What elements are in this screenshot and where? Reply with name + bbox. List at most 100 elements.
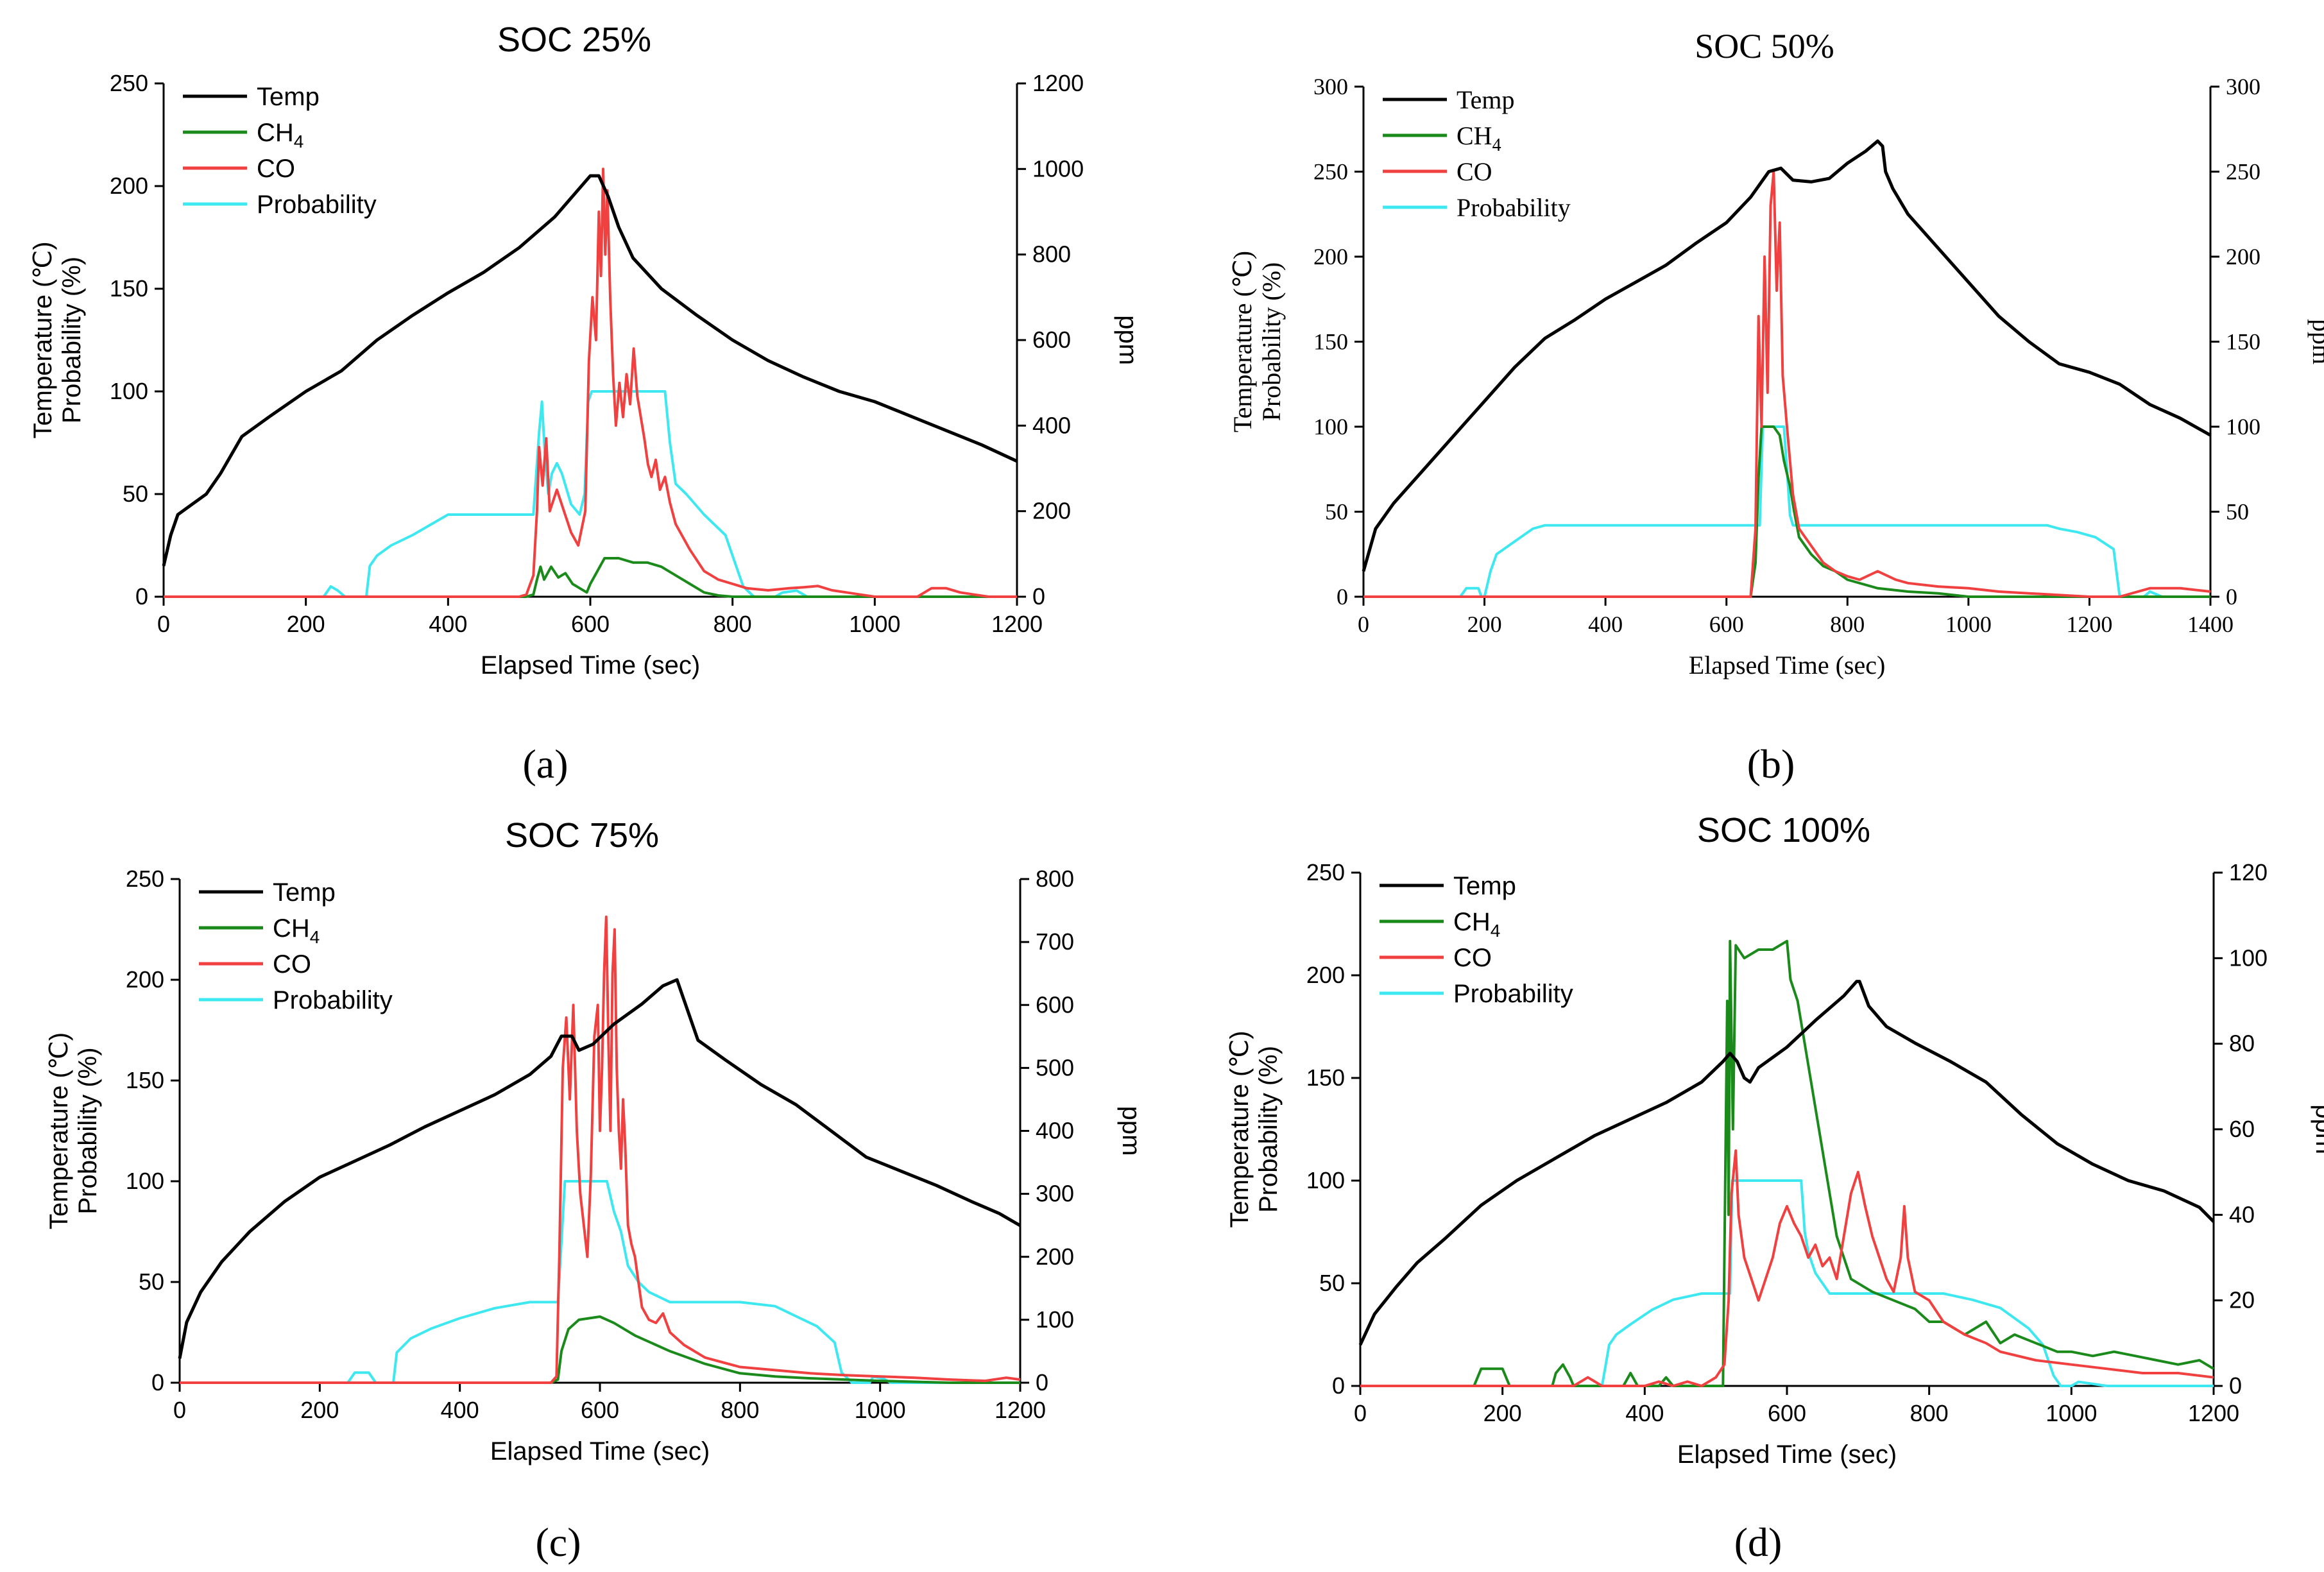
panel-label-d: (d) bbox=[1734, 1519, 1782, 1565]
y-left-axis-label-temperature: Temperature (℃) bbox=[1228, 251, 1257, 432]
legend-label-co: CO bbox=[1453, 944, 1492, 972]
series-line-probability bbox=[164, 390, 1017, 598]
y-right-axis-label: ppm bbox=[1117, 1106, 1145, 1156]
series-line-co bbox=[1360, 1149, 2214, 1387]
y-right-tick-label: 50 bbox=[2226, 499, 2249, 525]
y-left-tick-label: 250 bbox=[1306, 859, 1345, 885]
y-left-axis-label-probability: Probability (%) bbox=[58, 257, 86, 423]
x-tick-label: 1200 bbox=[2188, 1400, 2239, 1426]
chart-title: SOC 25% bbox=[497, 21, 651, 59]
y-right-tick-label: 1000 bbox=[1032, 155, 1084, 182]
y-left-axis-label-temperature: Temperature (℃) bbox=[1226, 1030, 1254, 1227]
y-right-tick-label: 700 bbox=[1036, 928, 1074, 955]
panel-a-caption: (a) bbox=[522, 741, 568, 787]
panel-b-caption: (b) bbox=[1747, 741, 1795, 787]
y-left-tick-label: 150 bbox=[110, 275, 148, 302]
panel-label-c: (c) bbox=[535, 1519, 581, 1565]
x-tick-label: 0 bbox=[1354, 1400, 1367, 1426]
series-line-probability bbox=[180, 1180, 1020, 1384]
chart-title: SOC 75% bbox=[505, 816, 659, 855]
x-axis-label: Elapsed Time (sec) bbox=[1689, 651, 1886, 679]
y-left-tick-label: 0 bbox=[1332, 1372, 1345, 1399]
legend-label-co: CO bbox=[257, 155, 295, 183]
y-left-axis-label-probability: Probability (%) bbox=[1254, 1046, 1283, 1213]
x-tick-label: 1000 bbox=[2046, 1400, 2097, 1426]
x-tick-label: 1200 bbox=[991, 611, 1043, 637]
x-tick-label: 600 bbox=[1768, 1400, 1806, 1426]
x-tick-label: 200 bbox=[287, 611, 325, 637]
y-right-tick-label: 200 bbox=[1036, 1243, 1074, 1270]
x-tick-label: 1000 bbox=[855, 1397, 906, 1423]
series-line-co bbox=[1363, 170, 2211, 598]
y-right-tick-label: 500 bbox=[1036, 1054, 1074, 1081]
legend-label-probability: Probability bbox=[1457, 193, 1571, 222]
series-line-co bbox=[180, 915, 1021, 1384]
y-right-tick-label: 150 bbox=[2226, 329, 2260, 355]
x-tick-label: 200 bbox=[300, 1397, 339, 1423]
x-tick-label: 1000 bbox=[849, 611, 900, 637]
y-left-tick-label: 200 bbox=[110, 173, 148, 199]
x-tick-label: 600 bbox=[1709, 611, 1744, 637]
legend-label-temp: Temp bbox=[273, 878, 336, 907]
y-left-axis-label-probability: Probability (%) bbox=[1257, 262, 1286, 422]
x-tick-label: 0 bbox=[173, 1397, 186, 1423]
chart-d: SOC 100%0 200 400 600 800 1000 120005010015020… bbox=[1226, 811, 2324, 1469]
y-right-axis-label: ppm bbox=[2311, 1104, 2324, 1154]
y-right-axis-label: ppm bbox=[1114, 315, 1142, 365]
legend-label-ch4: CH4 bbox=[273, 914, 320, 947]
legend-label-ch4: CH4 bbox=[1453, 908, 1500, 941]
legend-label-probability: Probability bbox=[257, 191, 377, 219]
y-right-tick-label: 200 bbox=[1032, 498, 1071, 524]
y-right-tick-label: 400 bbox=[1036, 1118, 1074, 1144]
y-left-tick-label: 0 bbox=[1337, 584, 1348, 610]
y-left-tick-label: 50 bbox=[139, 1269, 164, 1295]
y-right-tick-label: 100 bbox=[1036, 1306, 1074, 1333]
series-line-probability bbox=[1360, 1179, 2214, 1387]
y-left-tick-label: 50 bbox=[1319, 1270, 1345, 1296]
chart-a: SOC 25%0 200 400 600 800 1000 1200050100150200… bbox=[29, 21, 1142, 679]
x-tick-label: 600 bbox=[581, 1397, 619, 1423]
y-right-tick-label: 600 bbox=[1036, 991, 1074, 1018]
chart-title: SOC 50% bbox=[1695, 27, 1834, 65]
series-line-temp bbox=[178, 978, 1021, 1359]
y-left-tick-label: 250 bbox=[1313, 159, 1348, 185]
y-left-tick-label: 50 bbox=[123, 481, 148, 507]
y-left-tick-label: 150 bbox=[126, 1067, 164, 1093]
legend-label-ch4: CH4 bbox=[1457, 121, 1501, 155]
y-left-tick-label: 0 bbox=[135, 583, 148, 610]
legend-label-probability: Probability bbox=[273, 986, 393, 1014]
y-left-tick-label: 250 bbox=[126, 866, 164, 892]
y-right-tick-label: 100 bbox=[2226, 414, 2260, 440]
series-line-temp bbox=[1358, 980, 2215, 1346]
y-left-tick-label: 0 bbox=[151, 1369, 164, 1396]
series-line-ch4 bbox=[180, 1315, 1020, 1384]
y-left-tick-label: 150 bbox=[1313, 329, 1348, 355]
x-axis-label: Elapsed Time (sec) bbox=[490, 1437, 710, 1465]
y-left-axis-label-temperature: Temperature (℃) bbox=[45, 1032, 73, 1229]
panel-d-caption: (d) bbox=[1734, 1519, 1782, 1565]
y-left-axis-label-probability: Probability (%) bbox=[74, 1047, 102, 1214]
y-left-tick-label: 100 bbox=[1313, 414, 1348, 440]
legend-label-co: CO bbox=[1457, 157, 1492, 186]
x-tick-label: 0 bbox=[1358, 611, 1369, 637]
y-right-tick-label: 40 bbox=[2229, 1201, 2255, 1227]
y-right-tick-label: 400 bbox=[1032, 412, 1071, 438]
x-tick-label: 800 bbox=[721, 1397, 759, 1423]
y-right-tick-label: 120 bbox=[2229, 859, 2268, 885]
y-left-tick-label: 150 bbox=[1306, 1064, 1345, 1091]
series-line-co bbox=[164, 167, 1017, 598]
series-line-temp bbox=[1362, 139, 2212, 572]
legend-label-temp: Temp bbox=[257, 83, 320, 111]
chart-c: SOC 75%0 200 400 600 800 1000 1200050100150200… bbox=[45, 816, 1145, 1465]
y-right-axis-label: ppm bbox=[2307, 319, 2324, 364]
y-right-tick-label: 300 bbox=[1036, 1181, 1074, 1207]
y-right-tick-label: 100 bbox=[2229, 944, 2268, 971]
x-tick-label: 200 bbox=[1467, 611, 1502, 637]
series-line-ch4 bbox=[1363, 425, 2210, 598]
y-left-tick-label: 100 bbox=[126, 1168, 164, 1194]
y-right-tick-label: 0 bbox=[1036, 1369, 1048, 1396]
x-tick-label: 1000 bbox=[1945, 611, 1992, 637]
panel-c-caption: (c) bbox=[535, 1519, 581, 1565]
panel-label-a: (a) bbox=[522, 741, 568, 787]
